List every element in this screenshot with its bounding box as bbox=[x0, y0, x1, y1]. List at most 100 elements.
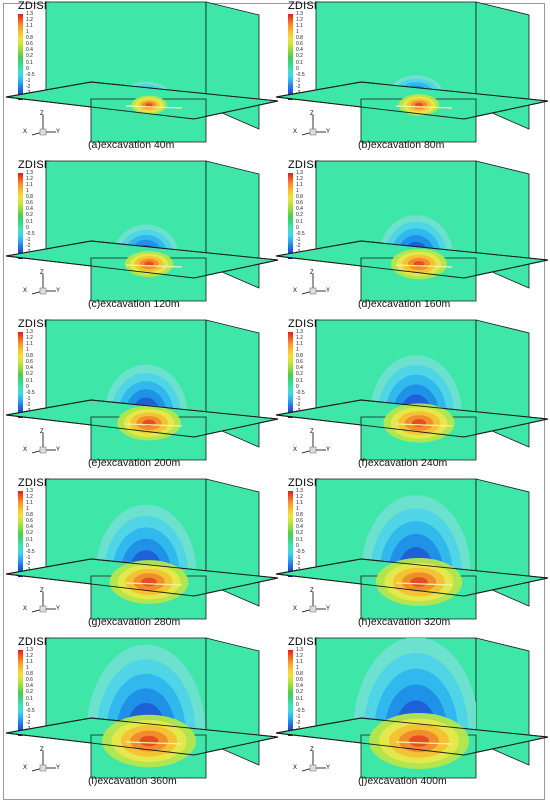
legend-tick-label: 1.2 bbox=[296, 176, 303, 183]
axis-y-label: Y bbox=[56, 288, 61, 294]
legend-tick-label: 0.1 bbox=[296, 377, 303, 384]
heave-contours bbox=[124, 250, 174, 278]
legend-color-bar bbox=[18, 173, 23, 259]
legend-tick-label: 1.2 bbox=[26, 653, 33, 660]
axis-labels: Z X Y bbox=[288, 265, 330, 295]
legend-color-bar bbox=[288, 650, 293, 736]
tunnel-axis bbox=[125, 741, 183, 745]
panel-caption: (d)excavation 160m bbox=[358, 298, 451, 310]
legend-tick-label: 1.3 bbox=[26, 170, 33, 176]
legend-tick-label: 0.2 bbox=[26, 689, 33, 696]
legend-tick-label: -1 bbox=[26, 554, 31, 561]
contour-band bbox=[411, 419, 427, 427]
legend-tick-label: -2 bbox=[26, 242, 31, 249]
contour-panel: ZDISP1.31.21.110.80.60.40.20.10-0.5-1-2-… bbox=[275, 636, 549, 799]
tunnel-axis bbox=[125, 105, 183, 109]
heave-contours bbox=[131, 95, 167, 115]
legend-tick-label: 0.1 bbox=[296, 59, 303, 66]
contour-band bbox=[116, 688, 176, 730]
legend-color-bar bbox=[288, 14, 293, 100]
legend-tick-label: 1 bbox=[26, 506, 29, 513]
legend-color-bar bbox=[18, 650, 23, 736]
plane-outline bbox=[5, 558, 279, 597]
legend-tick-label: -1 bbox=[296, 713, 301, 720]
legend-tick-label: 0.8 bbox=[26, 35, 33, 42]
legend-tick-label: 1.1 bbox=[26, 23, 33, 30]
legend-tick-label: 1.3 bbox=[26, 488, 33, 494]
tunnel-axis bbox=[395, 741, 453, 745]
axis-z-label: Z bbox=[310, 588, 314, 594]
contour-panel: ZDISP1.31.21.110.80.60.40.20.10-0.5-1-2-… bbox=[5, 318, 279, 481]
axis-x-label: X bbox=[293, 447, 298, 453]
color-legend: 1.31.21.110.80.60.40.20.10-0.5-1-2-3-4 bbox=[288, 329, 322, 419]
legend-color-bar bbox=[288, 332, 293, 418]
contour-band bbox=[141, 577, 157, 587]
panel-caption: (j)excavation 400m bbox=[358, 775, 447, 787]
legend-tick-label: 1.3 bbox=[296, 11, 303, 17]
color-legend: 1.31.21.110.80.60.40.20.10-0.5-1-2-3-4 bbox=[18, 488, 52, 578]
axis-x-label: X bbox=[23, 129, 28, 135]
contour-band bbox=[120, 538, 172, 571]
legend-tick-label: 0.1 bbox=[296, 218, 303, 225]
contour-band bbox=[410, 577, 428, 587]
legend-tick-label: 1.2 bbox=[296, 335, 303, 342]
figure-frame bbox=[3, 3, 545, 800]
contour-band bbox=[414, 102, 424, 108]
legend-tick-label: 0.4 bbox=[296, 47, 303, 54]
tunnel-axis bbox=[395, 264, 453, 268]
legend-tick-label: 0.2 bbox=[26, 530, 33, 537]
plane-outline bbox=[5, 717, 279, 756]
contour-panel: ZDISP1.31.21.110.80.60.40.20.10-0.5-1-2-… bbox=[5, 636, 279, 799]
axis-labels: Z X Y bbox=[18, 265, 61, 295]
legend-tick-label: 0.1 bbox=[296, 695, 303, 702]
axis-y-label: Y bbox=[56, 447, 61, 453]
axis-y-label: Y bbox=[326, 447, 331, 453]
legend-tick-label: 1.3 bbox=[296, 170, 303, 176]
legend-tick-label: -0.5 bbox=[26, 230, 35, 237]
legend-tick-label: 1.3 bbox=[296, 329, 303, 335]
contour-band bbox=[388, 534, 444, 571]
axis-triad bbox=[301, 274, 326, 295]
legend-tick-label: 1 bbox=[296, 347, 299, 354]
legend-title: ZDISP bbox=[18, 318, 52, 330]
legend-tick-label: 0 bbox=[296, 701, 299, 708]
axis-y-label: Y bbox=[56, 606, 61, 612]
legend-title: ZDISP bbox=[18, 636, 52, 648]
axis-z-label: Z bbox=[40, 747, 44, 753]
panel-caption: (f)excavation 240m bbox=[358, 457, 448, 469]
axis-x-label: X bbox=[23, 606, 28, 612]
panel-caption: (e)excavation 200m bbox=[88, 457, 181, 469]
axis-y-label: Y bbox=[56, 129, 61, 135]
legend-tick-label: 1.3 bbox=[26, 647, 33, 653]
contour-band bbox=[384, 684, 448, 730]
contour-panel: ZDISP1.31.21.110.80.60.40.20.10-0.5-1-2-… bbox=[275, 159, 549, 322]
contour-plot bbox=[275, 637, 549, 779]
plane-outline bbox=[275, 240, 549, 279]
legend-tick-label: -1 bbox=[296, 77, 301, 84]
tunnel-axis bbox=[125, 264, 183, 268]
legend-tick-label: 1.1 bbox=[296, 500, 303, 507]
contour-plot bbox=[275, 1, 549, 143]
tunnel-axis bbox=[125, 423, 183, 427]
axis-triad bbox=[301, 433, 326, 454]
axis-y-label: Y bbox=[326, 765, 331, 771]
panel-caption: (g)excavation 280m bbox=[88, 616, 181, 628]
legend-tick-label: 0.4 bbox=[26, 206, 33, 213]
heave-contours bbox=[398, 94, 440, 116]
legend-tick-label: 1.2 bbox=[296, 17, 303, 24]
plane-outline bbox=[275, 717, 549, 756]
tunnel-axis bbox=[395, 105, 453, 109]
legend-tick-label: -1 bbox=[296, 554, 301, 561]
legend-tick-label: -0.5 bbox=[26, 389, 35, 396]
legend-title: ZDISP bbox=[18, 159, 52, 171]
legend-tick-label: 1 bbox=[296, 665, 299, 672]
legend-tick-label: 1.2 bbox=[26, 494, 33, 501]
axis-labels: Z X Y bbox=[18, 106, 61, 136]
legend-tick-label: 0.4 bbox=[26, 683, 33, 690]
axis-labels: Z X Y bbox=[288, 424, 331, 454]
contour-band bbox=[397, 235, 435, 253]
heave-contours bbox=[391, 248, 447, 280]
legend-tick-label: 0.2 bbox=[296, 371, 303, 378]
contour-panel: ZDISP1.31.21.110.80.60.40.20.10-0.5-1-2-… bbox=[275, 477, 549, 640]
axis-z-label: Z bbox=[40, 270, 44, 276]
